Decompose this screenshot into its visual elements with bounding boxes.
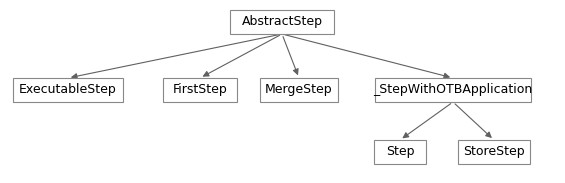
Text: ExecutableStep: ExecutableStep <box>19 83 117 96</box>
FancyBboxPatch shape <box>374 140 426 164</box>
FancyBboxPatch shape <box>13 78 123 102</box>
FancyBboxPatch shape <box>375 78 531 102</box>
Text: _StepWithOTBApplication: _StepWithOTBApplication <box>373 83 533 96</box>
Text: FirstStep: FirstStep <box>173 83 227 96</box>
FancyBboxPatch shape <box>260 78 338 102</box>
FancyBboxPatch shape <box>230 10 334 34</box>
Text: StoreStep: StoreStep <box>463 145 525 158</box>
Text: Step: Step <box>386 145 414 158</box>
Text: MergeStep: MergeStep <box>265 83 333 96</box>
FancyBboxPatch shape <box>163 78 237 102</box>
FancyBboxPatch shape <box>458 140 530 164</box>
Text: AbstractStep: AbstractStep <box>241 16 323 29</box>
